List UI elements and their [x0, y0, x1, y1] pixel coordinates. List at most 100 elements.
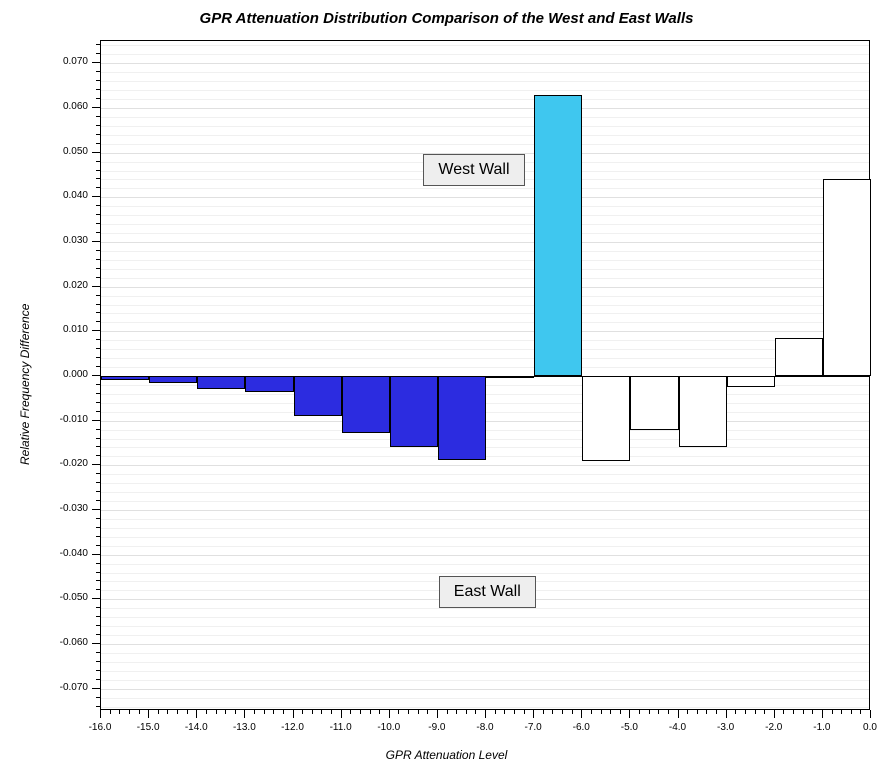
x-minor-tick — [456, 710, 457, 714]
y-tick-label: 0.070 — [38, 56, 88, 67]
x-minor-tick — [832, 710, 833, 714]
x-tick-label: -14.0 — [176, 722, 216, 733]
x-minor-tick — [697, 710, 698, 714]
y-minor-tick — [96, 625, 100, 626]
x-tick-label: -2.0 — [754, 722, 794, 733]
bar — [486, 376, 534, 378]
y-minor-tick — [96, 304, 100, 305]
bar — [775, 338, 823, 376]
y-minor-tick — [96, 438, 100, 439]
x-minor-tick — [812, 710, 813, 714]
bar — [149, 376, 197, 383]
bar — [390, 376, 438, 447]
x-minor-tick — [552, 710, 553, 714]
y-minor-tick — [96, 295, 100, 296]
x-minor-tick — [110, 710, 111, 714]
minor-gridline — [101, 474, 869, 475]
minor-gridline — [101, 349, 869, 350]
y-major-tick — [92, 509, 100, 510]
y-major-tick — [92, 107, 100, 108]
major-gridline — [101, 331, 869, 332]
minor-gridline — [101, 126, 869, 127]
x-minor-tick — [668, 710, 669, 714]
legend-west-wall: West Wall — [423, 154, 524, 186]
x-major-tick — [100, 710, 101, 718]
x-tick-label: -3.0 — [706, 722, 746, 733]
minor-gridline — [101, 340, 869, 341]
minor-gridline — [101, 90, 869, 91]
x-tick-label: -8.0 — [465, 722, 505, 733]
minor-gridline — [101, 671, 869, 672]
x-minor-tick — [370, 710, 371, 714]
x-minor-tick — [225, 710, 226, 714]
y-minor-tick — [96, 178, 100, 179]
major-gridline — [101, 644, 869, 645]
y-minor-tick — [96, 572, 100, 573]
x-tick-label: -6.0 — [561, 722, 601, 733]
y-major-tick — [92, 464, 100, 465]
x-minor-tick — [755, 710, 756, 714]
minor-gridline — [101, 233, 869, 234]
minor-gridline — [101, 99, 869, 100]
x-minor-tick — [283, 710, 284, 714]
minor-gridline — [101, 224, 869, 225]
minor-gridline — [101, 528, 869, 529]
x-minor-tick — [841, 710, 842, 714]
y-tick-label: 0.060 — [38, 101, 88, 112]
minor-gridline — [101, 617, 869, 618]
x-tick-label: -11.0 — [321, 722, 361, 733]
minor-gridline — [101, 260, 869, 261]
x-minor-tick — [408, 710, 409, 714]
x-major-tick — [870, 710, 871, 718]
minor-gridline — [101, 278, 869, 279]
x-minor-tick — [254, 710, 255, 714]
y-major-tick — [92, 554, 100, 555]
y-minor-tick — [96, 125, 100, 126]
minor-gridline — [101, 564, 869, 565]
y-minor-tick — [96, 187, 100, 188]
x-minor-tick — [321, 710, 322, 714]
minor-gridline — [101, 698, 869, 699]
minor-gridline — [101, 313, 869, 314]
x-minor-tick — [264, 710, 265, 714]
y-minor-tick — [96, 161, 100, 162]
y-minor-tick — [96, 411, 100, 412]
y-minor-tick — [96, 348, 100, 349]
major-gridline — [101, 555, 869, 556]
minor-gridline — [101, 367, 869, 368]
y-minor-tick — [96, 661, 100, 662]
y-minor-tick — [96, 402, 100, 403]
y-axis-label: Relative Frequency Difference — [18, 304, 32, 465]
major-gridline — [101, 197, 869, 198]
y-minor-tick — [96, 259, 100, 260]
y-minor-tick — [96, 89, 100, 90]
x-major-tick — [196, 710, 197, 718]
x-tick-label: -12.0 — [273, 722, 313, 733]
y-major-tick — [92, 62, 100, 63]
x-major-tick — [533, 710, 534, 718]
x-minor-tick — [235, 710, 236, 714]
minor-gridline — [101, 358, 869, 359]
x-minor-tick — [379, 710, 380, 714]
y-tick-label: -0.020 — [38, 458, 88, 469]
y-minor-tick — [96, 44, 100, 45]
x-minor-tick — [167, 710, 168, 714]
minor-gridline — [101, 117, 869, 118]
y-major-tick — [92, 330, 100, 331]
x-minor-tick — [591, 710, 592, 714]
x-major-tick — [437, 710, 438, 718]
x-minor-tick — [764, 710, 765, 714]
y-minor-tick — [96, 384, 100, 385]
y-minor-tick — [96, 339, 100, 340]
y-tick-label: 0.010 — [38, 324, 88, 335]
x-minor-tick — [495, 710, 496, 714]
minor-gridline — [101, 215, 869, 216]
bar — [294, 376, 342, 416]
x-major-tick — [389, 710, 390, 718]
y-minor-tick — [96, 170, 100, 171]
minor-gridline — [101, 519, 869, 520]
minor-gridline — [101, 573, 869, 574]
x-major-tick — [629, 710, 630, 718]
x-minor-tick — [139, 710, 140, 714]
y-minor-tick — [96, 527, 100, 528]
